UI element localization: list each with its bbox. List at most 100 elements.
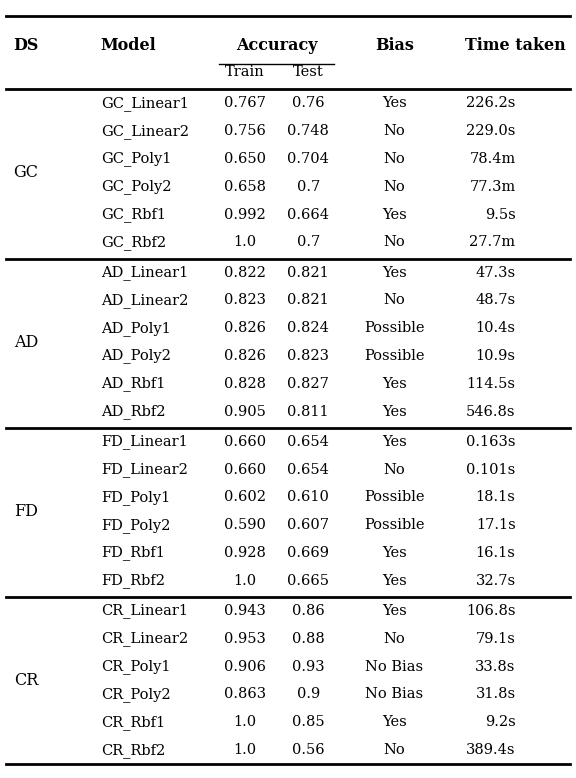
- Text: 106.8s: 106.8s: [466, 604, 516, 618]
- Text: 1.0: 1.0: [233, 236, 256, 250]
- Text: 0.928: 0.928: [224, 546, 266, 560]
- Text: FD: FD: [14, 503, 38, 520]
- Text: 0.654: 0.654: [287, 435, 329, 449]
- Text: 0.665: 0.665: [287, 574, 329, 588]
- Text: Yes: Yes: [382, 208, 407, 222]
- Text: AD_Linear1: AD_Linear1: [101, 265, 188, 280]
- Text: 9.2s: 9.2s: [485, 715, 516, 729]
- Text: 389.4s: 389.4s: [466, 743, 516, 757]
- Text: 0.85: 0.85: [292, 715, 324, 729]
- Text: AD: AD: [14, 334, 38, 351]
- Text: AD_Linear2: AD_Linear2: [101, 293, 188, 308]
- Text: 0.7: 0.7: [297, 236, 320, 250]
- Text: CR_Rbf2: CR_Rbf2: [101, 743, 165, 758]
- Text: No: No: [384, 180, 406, 194]
- Text: 0.905: 0.905: [224, 405, 266, 419]
- Text: 0.953: 0.953: [224, 632, 266, 646]
- Text: FD_Poly1: FD_Poly1: [101, 490, 170, 505]
- Text: AD_Rbf1: AD_Rbf1: [101, 377, 165, 391]
- Text: Yes: Yes: [382, 377, 407, 391]
- Text: 0.163s: 0.163s: [466, 435, 516, 449]
- Text: No: No: [384, 632, 406, 646]
- Text: Yes: Yes: [382, 715, 407, 729]
- Text: 47.3s: 47.3s: [475, 265, 516, 279]
- Text: GC_Rbf2: GC_Rbf2: [101, 235, 166, 250]
- Text: 0.610: 0.610: [287, 490, 329, 504]
- Text: 10.4s: 10.4s: [476, 321, 516, 335]
- Text: 1.0: 1.0: [233, 715, 256, 729]
- Text: GC_Linear1: GC_Linear1: [101, 96, 189, 110]
- Text: Yes: Yes: [382, 96, 407, 110]
- Text: 0.756: 0.756: [224, 124, 266, 138]
- Text: Yes: Yes: [382, 435, 407, 449]
- Text: 0.826: 0.826: [224, 349, 266, 363]
- Text: GC_Rbf1: GC_Rbf1: [101, 207, 166, 222]
- Text: AD_Poly1: AD_Poly1: [101, 321, 170, 335]
- Text: 226.2s: 226.2s: [466, 96, 516, 110]
- Text: AD_Poly2: AD_Poly2: [101, 349, 170, 363]
- Text: 0.650: 0.650: [224, 152, 266, 166]
- Text: CR_Linear1: CR_Linear1: [101, 604, 188, 619]
- Text: 0.827: 0.827: [287, 377, 329, 391]
- Text: 31.8s: 31.8s: [475, 688, 516, 702]
- Text: 0.660: 0.660: [223, 435, 266, 449]
- Text: 0.9: 0.9: [297, 688, 320, 702]
- Text: Possible: Possible: [364, 490, 425, 504]
- Text: 0.590: 0.590: [224, 518, 266, 532]
- Text: 0.93: 0.93: [292, 660, 324, 674]
- Text: DS: DS: [13, 37, 39, 54]
- Text: Yes: Yes: [382, 546, 407, 560]
- Text: 33.8s: 33.8s: [475, 660, 516, 674]
- Text: 16.1s: 16.1s: [476, 546, 516, 560]
- Text: 77.3m: 77.3m: [469, 180, 516, 194]
- Text: 0.7: 0.7: [297, 180, 320, 194]
- Text: 0.823: 0.823: [224, 293, 266, 307]
- Text: 0.660: 0.660: [223, 463, 266, 477]
- Text: No Bias: No Bias: [366, 660, 423, 674]
- Text: Yes: Yes: [382, 604, 407, 618]
- Text: 0.811: 0.811: [287, 405, 329, 419]
- Text: 0.828: 0.828: [224, 377, 266, 391]
- Text: FD_Poly2: FD_Poly2: [101, 518, 170, 533]
- Text: 0.943: 0.943: [224, 604, 266, 618]
- Text: Yes: Yes: [382, 405, 407, 419]
- Text: Model: Model: [101, 37, 157, 54]
- Text: No Bias: No Bias: [366, 688, 423, 702]
- Text: GC_Linear2: GC_Linear2: [101, 124, 189, 138]
- Text: 0.607: 0.607: [287, 518, 329, 532]
- Text: 0.822: 0.822: [224, 265, 266, 279]
- Text: 79.1s: 79.1s: [476, 632, 516, 646]
- Text: Possible: Possible: [364, 349, 425, 363]
- Text: 0.654: 0.654: [287, 463, 329, 477]
- Text: 48.7s: 48.7s: [475, 293, 516, 307]
- Text: AD_Rbf2: AD_Rbf2: [101, 405, 165, 419]
- Text: FD_Rbf1: FD_Rbf1: [101, 545, 165, 560]
- Text: 10.9s: 10.9s: [476, 349, 516, 363]
- Text: Possible: Possible: [364, 321, 425, 335]
- Text: Test: Test: [293, 65, 324, 79]
- Text: 0.602: 0.602: [224, 490, 266, 504]
- Text: Accuracy: Accuracy: [236, 37, 317, 54]
- Text: 18.1s: 18.1s: [476, 490, 516, 504]
- Text: No: No: [384, 743, 406, 757]
- Text: 27.7m: 27.7m: [469, 236, 516, 250]
- Text: 0.76: 0.76: [292, 96, 324, 110]
- Text: Yes: Yes: [382, 265, 407, 279]
- Text: No: No: [384, 236, 406, 250]
- Text: 0.669: 0.669: [287, 546, 329, 560]
- Text: 0.823: 0.823: [287, 349, 329, 363]
- Text: 0.101s: 0.101s: [466, 463, 516, 477]
- Text: CR_Rbf1: CR_Rbf1: [101, 715, 165, 730]
- Text: 229.0s: 229.0s: [466, 124, 516, 138]
- Text: 0.824: 0.824: [287, 321, 329, 335]
- Text: GC_Poly1: GC_Poly1: [101, 152, 171, 166]
- Text: No: No: [384, 293, 406, 307]
- Text: GC_Poly2: GC_Poly2: [101, 180, 171, 194]
- Text: Possible: Possible: [364, 518, 425, 532]
- Text: GC: GC: [13, 164, 39, 181]
- Text: No: No: [384, 124, 406, 138]
- Text: 1.0: 1.0: [233, 574, 256, 588]
- Text: 0.88: 0.88: [292, 632, 324, 646]
- Text: 0.664: 0.664: [287, 208, 329, 222]
- Text: 78.4m: 78.4m: [469, 152, 516, 166]
